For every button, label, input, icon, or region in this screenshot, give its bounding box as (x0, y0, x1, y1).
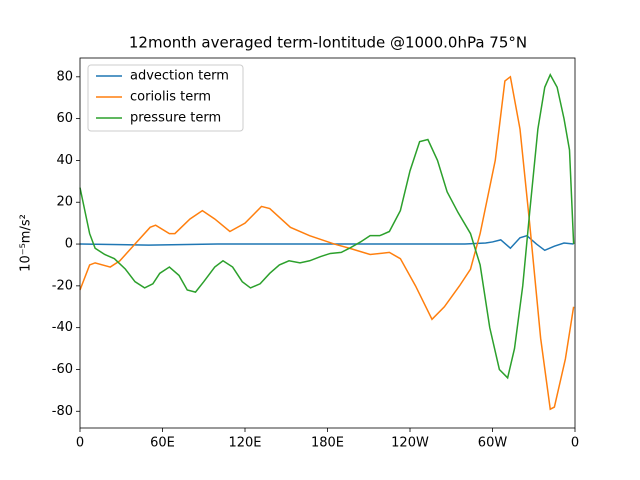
chart-title: 12month averaged term-lontitude @1000.0h… (129, 34, 527, 52)
y-tick-label: -60 (52, 362, 73, 377)
x-tick-label: 60W (478, 436, 508, 451)
legend-label: advection term (130, 69, 229, 84)
x-tick-label: 180E (311, 436, 344, 451)
plot-frame (79, 57, 576, 429)
x-tick-label: 120E (228, 436, 261, 451)
y-tick-label: 80 (56, 69, 73, 84)
legend-label: coriolis term (130, 90, 211, 105)
y-tick-label: 0 (65, 237, 73, 252)
x-tick-label: 0 (76, 436, 84, 451)
y-tick-label: 60 (56, 111, 73, 126)
x-tick-label: 120W (391, 436, 429, 451)
y-tick-label: -40 (52, 320, 73, 335)
y-tick-label: -20 (52, 278, 73, 293)
line-series (79, 234, 574, 252)
legend-label: pressure term (130, 111, 221, 126)
legend-box (87, 64, 244, 132)
line-series (79, 75, 575, 411)
y-tick-label: 20 (56, 195, 73, 210)
x-tick-label: 0 (571, 436, 579, 451)
line-series (79, 73, 575, 380)
y-tick-label: -80 (52, 404, 73, 419)
x-tick-label: 60E (150, 436, 175, 451)
y-axis-label: 10⁻⁵m/s² (19, 214, 34, 272)
y-tick-label: 40 (56, 153, 73, 168)
